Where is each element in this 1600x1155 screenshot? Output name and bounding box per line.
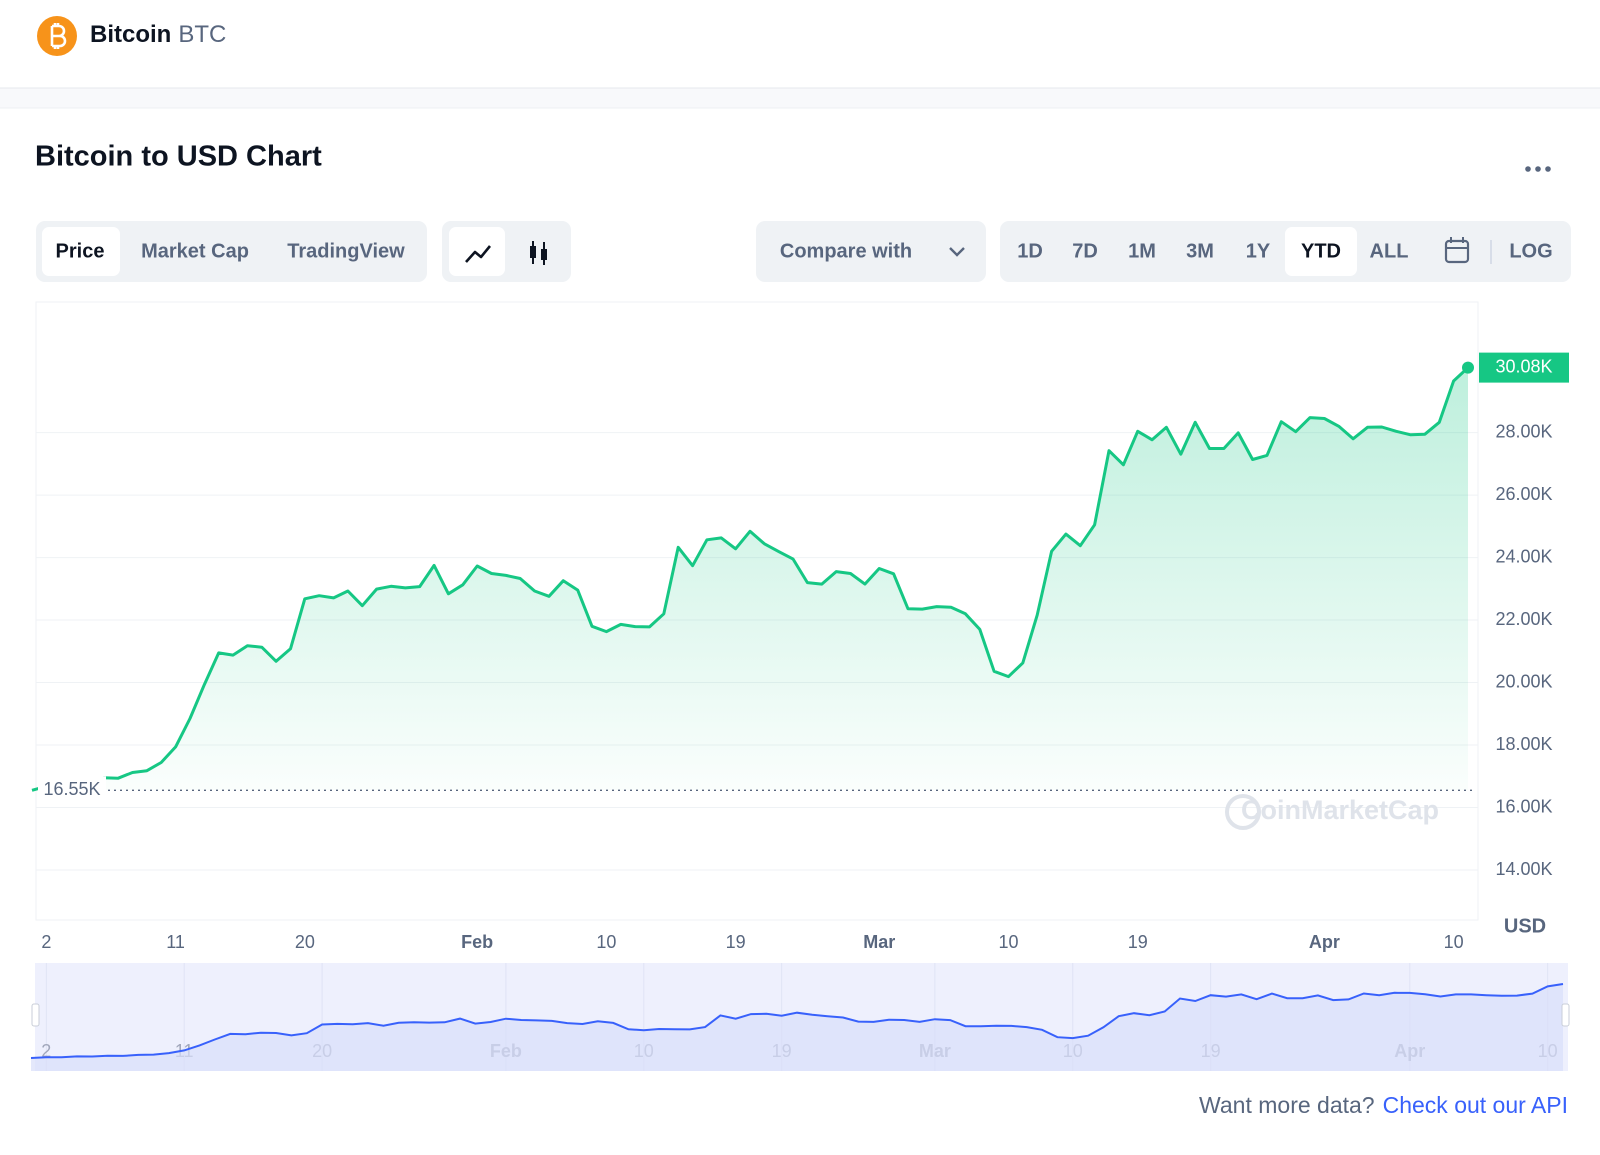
plot-frame <box>35 301 1479 921</box>
api-link[interactable]: Check out our API <box>1383 1092 1568 1118</box>
line-icon <box>465 245 492 263</box>
candle-style-button[interactable] <box>522 237 554 267</box>
range-active-bg <box>1285 227 1357 276</box>
navigator-handle[interactable] <box>1561 1003 1570 1027</box>
candle-body <box>530 246 536 258</box>
x-tick-label: 20 <box>295 932 315 952</box>
coin-glyph <box>50 23 67 49</box>
tab-group <box>36 221 427 282</box>
price-line <box>31 366 1470 792</box>
x-tick-label: 10 <box>596 932 616 952</box>
x-tick-label: Feb <box>461 932 493 952</box>
y-tick-label: 20.00K <box>1495 671 1552 691</box>
low-label: 16.55K <box>43 779 100 799</box>
line-style-button[interactable] <box>449 227 505 276</box>
y-tick-label: 18.00K <box>1495 734 1552 754</box>
navigator-handle[interactable] <box>31 1003 40 1027</box>
low-tag <box>38 776 106 805</box>
more-menu[interactable] <box>1525 166 1551 172</box>
tab-button[interactable]: TradingView <box>287 240 405 262</box>
navigator-line <box>30 983 1564 1059</box>
coin-name: Bitcoin <box>90 21 171 48</box>
y-tick-label: 24.00K <box>1495 546 1552 566</box>
dot <box>1545 166 1551 172</box>
x-tick-label: 10 <box>1444 932 1464 952</box>
y-tick-label: 16.00K <box>1495 796 1552 816</box>
header-band <box>0 88 1600 108</box>
navigator-tick-label: 2 <box>41 1041 51 1061</box>
range-button[interactable]: 1Y <box>1246 240 1271 262</box>
header-bar <box>0 0 1600 88</box>
tab-button[interactable]: Market Cap <box>141 240 249 262</box>
y-unit: USD <box>1504 915 1546 937</box>
calendar-button[interactable] <box>1444 237 1470 264</box>
range-button[interactable]: YTD <box>1301 240 1341 262</box>
tab-button[interactable]: Price <box>56 240 105 262</box>
log-button[interactable]: LOG <box>1509 240 1552 262</box>
watermark: CoinMarketCap <box>1241 795 1439 825</box>
price-plot: 14.00K 16.00K 18.00K 20.00K 22.00K 24.00K 26.0… <box>31 352 1569 952</box>
y-tick-label: 22.00K <box>1495 609 1552 629</box>
x-tick-label: 2 <box>41 932 51 952</box>
footer-prompt: Want more data? <box>1199 1092 1375 1118</box>
x-tick-label: 11 <box>166 932 185 952</box>
range-button[interactable]: 1M <box>1128 240 1156 262</box>
x-tick-label: Mar <box>863 932 895 952</box>
compare-label: Compare with <box>780 240 912 262</box>
calendar-body <box>1444 239 1470 264</box>
current-price-label: 30.08K <box>1495 356 1552 376</box>
y-tick-label: 26.00K <box>1495 484 1552 504</box>
footer: Want more data? Check out our API <box>1199 1092 1568 1118</box>
navigator-area <box>31 984 1563 1071</box>
range-button[interactable]: 1D <box>1017 240 1043 262</box>
chart-title: Bitcoin to USD Chart <box>35 141 322 173</box>
candle-body <box>541 249 547 260</box>
range-button[interactable]: 3M <box>1186 240 1214 262</box>
x-tick-label: Apr <box>1309 932 1340 952</box>
coin-symbol: BTC <box>178 21 226 48</box>
candle-hit <box>522 237 554 267</box>
x-tick-label: 19 <box>726 932 746 952</box>
watermark-logo <box>1225 794 1261 830</box>
current-price-tag <box>1479 352 1569 383</box>
range-button[interactable]: ALL <box>1370 240 1409 262</box>
dot <box>1535 166 1541 172</box>
chevron-icon <box>949 247 965 257</box>
compare-dropdown[interactable] <box>756 221 986 282</box>
y-tick-label: 14.00K <box>1495 859 1552 879</box>
x-tick-label: 19 <box>1128 932 1148 952</box>
tab-active-bg <box>42 227 120 276</box>
x-tick-label: 10 <box>998 932 1018 952</box>
y-tick-label: 28.00K <box>1495 421 1552 441</box>
range-button[interactable]: 7D <box>1072 240 1098 262</box>
price-area <box>32 367 1468 791</box>
coin-heading: Bitcoin BTC <box>90 21 226 48</box>
last-point <box>1462 361 1474 374</box>
dot <box>1525 166 1531 172</box>
